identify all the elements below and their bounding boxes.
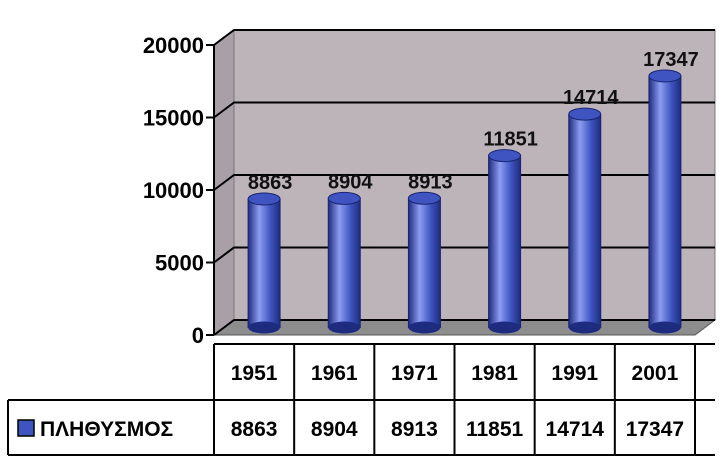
- bar-body-2001: [648, 75, 682, 328]
- bar-base-1961: [328, 321, 361, 334]
- bar-2001: [648, 69, 682, 334]
- bar-base-1951: [248, 321, 281, 334]
- data-label-1961: 8904: [328, 171, 373, 193]
- bar-1981: [488, 149, 522, 334]
- y-tick-label-10000: 10000: [143, 178, 204, 203]
- data-label-2001: 17347: [643, 49, 699, 71]
- bar-1971: [407, 191, 441, 334]
- bar-body-1961: [327, 197, 361, 328]
- bar-body-1981: [488, 155, 522, 328]
- y-axis-tick-labels: 0 5000 10000 15000 20000: [143, 33, 204, 348]
- gridline-5000: [213, 246, 715, 264]
- table-cell-1981: 11851: [466, 418, 524, 441]
- data-label-1991: 14714: [563, 87, 619, 109]
- gridlines: [206, 29, 715, 336]
- y-tick-label-0: 0: [192, 323, 204, 348]
- bar-base-2001: [648, 321, 681, 334]
- table-cell-1951: 8863: [231, 418, 278, 441]
- table-cell-1991: 14714: [546, 418, 605, 441]
- data-table: 1951 8863 1961 8904 1971 8913 1981 11851 1991 147…: [7, 343, 715, 456]
- bar-base-1971: [408, 321, 441, 334]
- x-tick-label-1981: 1981: [471, 362, 518, 385]
- bar-top-1991: [568, 107, 602, 121]
- bar-top-1981: [488, 149, 522, 163]
- gridline-0: [213, 319, 715, 336]
- data-label-1951: 8863: [248, 172, 293, 194]
- bar-1951: [247, 192, 281, 334]
- x-tick-label-1991: 1991: [551, 362, 598, 385]
- legend-series-name: ΠΛΗΘΥΣΜΟΣ: [40, 418, 173, 441]
- bar-1961: [327, 191, 361, 334]
- data-label-1971: 8913: [408, 171, 453, 193]
- gridline-15000: [213, 101, 715, 119]
- table-cell-1971: 8913: [391, 418, 438, 441]
- y-tick-label-5000: 5000: [155, 251, 204, 276]
- gridline-10000: [213, 174, 715, 191]
- data-label-1981: 11851: [483, 129, 538, 151]
- gridline-20000: [213, 29, 715, 46]
- bar-base-1991: [568, 321, 601, 334]
- bar-top-2001: [648, 69, 682, 83]
- y-tick-label-20000: 20000: [143, 33, 204, 58]
- x-tick-label-1971: 1971: [391, 362, 438, 385]
- bar-body-1991: [568, 113, 602, 328]
- bar-top-1951: [247, 192, 281, 206]
- x-tick-label-1951: 1951: [231, 362, 278, 385]
- data-labels: 8863 8904 8913 11851 14714 17347: [248, 49, 699, 194]
- bar-top-1961: [327, 191, 361, 205]
- table-cell-1961: 8904: [311, 418, 358, 441]
- bar-body-1971: [407, 197, 441, 328]
- bar-series: [247, 69, 682, 334]
- bar-1991: [568, 107, 602, 334]
- bar-body-1951: [247, 198, 281, 328]
- y-tick-label-15000: 15000: [143, 106, 204, 131]
- table-cell-2001: 17347: [626, 418, 684, 441]
- x-tick-label-1961: 1961: [311, 362, 358, 385]
- bar-base-1981: [488, 321, 521, 334]
- chart-floor: [212, 319, 717, 336]
- legend-key: [17, 419, 35, 437]
- x-tick-label-2001: 2001: [632, 362, 679, 385]
- bar-top-1971: [407, 191, 441, 205]
